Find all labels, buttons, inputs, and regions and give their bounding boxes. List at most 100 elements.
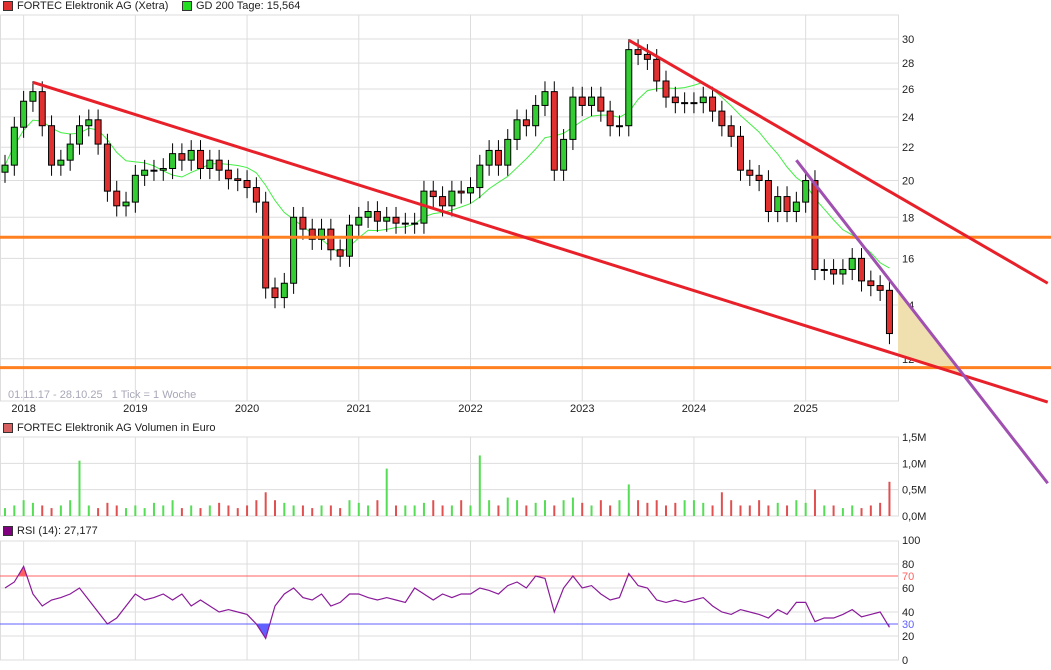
volume-bar xyxy=(143,508,146,516)
candle xyxy=(178,153,186,161)
volume-bar xyxy=(41,505,44,516)
candle xyxy=(783,196,791,213)
volume-bar xyxy=(832,505,835,516)
volume-bar xyxy=(720,492,723,516)
volume-bar xyxy=(609,505,612,516)
trendline xyxy=(628,38,1049,285)
price-legend-label: FORTEC Elektronik AG (Xetra) xyxy=(17,0,169,12)
volume-bar xyxy=(422,502,425,516)
candle xyxy=(774,196,782,213)
volume-bar xyxy=(478,455,481,516)
volume-bar xyxy=(152,502,155,516)
candle xyxy=(103,143,111,192)
candle xyxy=(169,153,177,170)
candle xyxy=(252,187,260,203)
candle xyxy=(764,180,772,213)
candle xyxy=(262,201,270,289)
volume-bar xyxy=(125,508,128,516)
volume-bar xyxy=(497,505,500,516)
rsi-tick-label: 40 xyxy=(902,607,914,619)
volume-bar xyxy=(581,502,584,516)
price-legend-swatch xyxy=(3,1,13,11)
volume-bar xyxy=(413,505,416,516)
rsi-legend-label: RSI (14): 27,177 xyxy=(17,525,98,537)
price-tick-label: 24 xyxy=(902,112,914,124)
volume-bar xyxy=(106,502,109,516)
candle xyxy=(159,168,167,171)
rsi-legend-swatch xyxy=(3,526,13,536)
volume-bar xyxy=(227,505,230,516)
volume-bar xyxy=(730,500,733,516)
volume-bar xyxy=(851,505,854,516)
candle xyxy=(625,49,633,127)
volume-legend: FORTEC Elektronik AG Volumen in Euro xyxy=(3,422,216,434)
candle xyxy=(671,96,679,104)
volume-bar xyxy=(395,505,398,516)
volume-bar xyxy=(860,508,863,516)
candle xyxy=(336,249,344,257)
x-tick-label: 2023 xyxy=(570,403,594,415)
volume-bar xyxy=(618,500,621,516)
candle xyxy=(578,96,586,106)
candle xyxy=(401,222,409,225)
candle xyxy=(792,201,800,213)
volume-bar xyxy=(301,505,304,516)
price-tick-label: 22 xyxy=(902,142,914,154)
volume-bar xyxy=(199,508,202,516)
candle xyxy=(364,211,372,218)
candle xyxy=(830,268,838,275)
candle xyxy=(66,143,74,161)
candle xyxy=(476,164,484,189)
volume-bar xyxy=(162,505,165,516)
candle xyxy=(662,80,670,98)
candle xyxy=(345,224,353,257)
trendline xyxy=(795,159,1049,485)
candle xyxy=(234,178,242,182)
candle xyxy=(85,119,93,127)
ma-line xyxy=(4,81,890,269)
candle xyxy=(327,228,335,251)
volume-bar xyxy=(516,500,519,516)
candle xyxy=(131,174,139,203)
volume-bar xyxy=(87,505,90,516)
candle xyxy=(318,228,326,240)
volume-bar xyxy=(655,500,658,516)
volume-bar xyxy=(404,505,407,516)
volume-tick-label: 0,0M xyxy=(902,511,926,523)
volume-bar xyxy=(311,508,314,516)
volume-bar xyxy=(329,505,332,516)
price-legend: FORTEC Elektronik AG (Xetra) xyxy=(3,0,168,12)
price-tick-label: 26 xyxy=(902,84,914,96)
x-tick-label: 2021 xyxy=(347,403,371,415)
candle xyxy=(876,285,884,291)
candle xyxy=(448,190,456,207)
volume-bar xyxy=(646,502,649,516)
volume-bar xyxy=(888,481,891,516)
volume-legend-label: FORTEC Elektronik AG Volumen in Euro xyxy=(17,422,216,434)
volume-bar xyxy=(460,500,463,516)
candle xyxy=(653,58,661,82)
volume-bar xyxy=(171,500,174,516)
candle xyxy=(224,169,232,180)
volume-bar xyxy=(97,508,100,516)
volume-bar xyxy=(320,505,323,516)
rsi-line xyxy=(4,564,890,640)
volume-legend-swatch xyxy=(3,423,13,433)
volume-bar xyxy=(804,502,807,516)
candle xyxy=(57,159,65,166)
candle xyxy=(643,53,651,60)
candle xyxy=(736,135,744,171)
candle xyxy=(588,96,596,106)
volume-bar xyxy=(134,505,137,516)
candle xyxy=(38,91,46,127)
candle xyxy=(681,102,689,105)
volume-bar xyxy=(506,497,509,516)
candle xyxy=(485,149,493,166)
x-tick-label: 2024 xyxy=(682,403,706,415)
volume-bar xyxy=(450,505,453,516)
volume-bar xyxy=(665,505,668,516)
candle xyxy=(690,102,698,105)
candle xyxy=(858,257,866,282)
candle xyxy=(467,187,474,194)
volume-tick-label: 1,0M xyxy=(902,458,926,470)
